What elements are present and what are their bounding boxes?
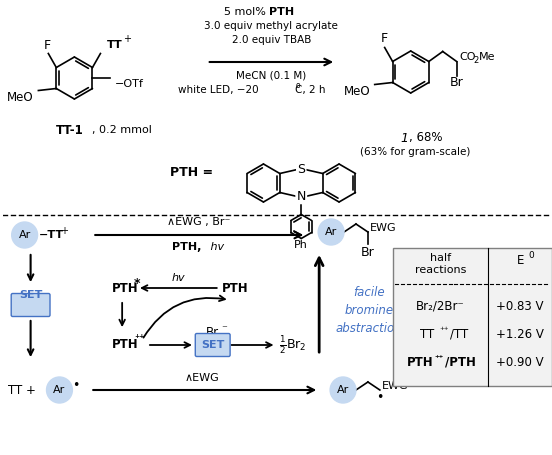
Text: +: +	[61, 226, 68, 236]
Text: PTH: PTH	[112, 282, 139, 294]
Text: PTH: PTH	[112, 339, 139, 352]
Text: ⁺⁺: ⁺⁺	[439, 325, 449, 334]
Text: /TT: /TT	[449, 328, 468, 340]
Text: C, 2 h: C, 2 h	[295, 85, 326, 95]
Text: +1.26 V: +1.26 V	[496, 328, 544, 340]
Text: Br: Br	[361, 246, 375, 258]
Text: Br: Br	[206, 327, 219, 339]
Circle shape	[318, 219, 344, 245]
Text: Br₂/2Br⁻: Br₂/2Br⁻	[416, 299, 465, 313]
Text: Ar: Ar	[19, 230, 31, 240]
FancyBboxPatch shape	[393, 248, 552, 386]
Text: *: *	[134, 277, 141, 289]
Text: EWG: EWG	[370, 223, 396, 233]
Text: +: +	[123, 35, 131, 45]
Text: EWG: EWG	[382, 381, 408, 391]
Text: +0.83 V: +0.83 V	[496, 299, 544, 313]
Text: hv: hv	[172, 273, 185, 283]
Text: , 68%: , 68%	[408, 131, 442, 145]
Text: +0.90 V: +0.90 V	[496, 355, 544, 369]
Text: $\frac{1}{2}$Br$_2$: $\frac{1}{2}$Br$_2$	[279, 334, 307, 356]
Text: 3.0 equiv methyl acrylate: 3.0 equiv methyl acrylate	[204, 21, 338, 31]
Text: −OTf: −OTf	[114, 79, 144, 89]
Text: −TT: −TT	[39, 230, 63, 240]
Text: MeO: MeO	[7, 91, 34, 104]
Text: E: E	[517, 254, 524, 268]
Text: •: •	[72, 379, 80, 393]
FancyBboxPatch shape	[195, 334, 230, 357]
Text: TT: TT	[107, 40, 122, 51]
Text: TT +: TT +	[8, 384, 39, 396]
Text: Ph: Ph	[294, 241, 308, 251]
Text: Ar: Ar	[325, 227, 337, 237]
Text: 1: 1	[401, 131, 408, 145]
Text: •: •	[376, 391, 384, 404]
Text: white LED, −20: white LED, −20	[178, 85, 262, 95]
Text: SET: SET	[201, 340, 224, 350]
Text: o: o	[295, 81, 300, 90]
Text: TT-1: TT-1	[56, 123, 83, 136]
Circle shape	[12, 222, 38, 248]
Text: TT: TT	[421, 328, 435, 340]
Text: Ar: Ar	[337, 385, 349, 395]
Text: PTH: PTH	[222, 282, 248, 294]
Text: 0: 0	[528, 252, 534, 261]
Text: CO: CO	[460, 51, 476, 61]
Text: Me: Me	[479, 51, 495, 61]
Text: S: S	[298, 163, 305, 176]
Circle shape	[46, 377, 72, 403]
Text: ⁻: ⁻	[222, 324, 227, 334]
Text: 2: 2	[474, 56, 479, 65]
Text: 5 mol%: 5 mol%	[224, 7, 269, 17]
Text: MeCN (0.1 M): MeCN (0.1 M)	[236, 71, 306, 81]
Text: SET: SET	[19, 290, 43, 300]
Text: (63% for gram-scale): (63% for gram-scale)	[360, 147, 471, 157]
Text: ⁺⁺: ⁺⁺	[434, 354, 444, 363]
Text: ∧EWG: ∧EWG	[184, 373, 219, 383]
Text: PTH,: PTH,	[172, 242, 201, 252]
Text: MeO: MeO	[344, 85, 371, 98]
Text: , 0.2 mmol: , 0.2 mmol	[92, 125, 152, 135]
Text: Ar: Ar	[54, 385, 66, 395]
FancyBboxPatch shape	[11, 293, 50, 317]
Text: N: N	[296, 190, 306, 203]
Text: ∧EWG , Br⁻: ∧EWG , Br⁻	[167, 217, 230, 227]
Text: PTH: PTH	[269, 7, 295, 17]
Text: /PTH: /PTH	[444, 355, 475, 369]
Text: half
reactions: half reactions	[415, 253, 466, 275]
Text: Br: Br	[450, 76, 464, 89]
Text: PTH =: PTH =	[170, 166, 213, 178]
Text: hv: hv	[207, 242, 224, 252]
Text: ⁺⁺: ⁺⁺	[134, 334, 145, 344]
Text: F: F	[44, 39, 51, 52]
Text: 2.0 equiv TBAB: 2.0 equiv TBAB	[232, 35, 311, 45]
Text: PTH: PTH	[407, 355, 434, 369]
Text: facile
bromine
abstraction: facile bromine abstraction	[336, 285, 402, 334]
Circle shape	[330, 377, 356, 403]
Text: F: F	[381, 32, 388, 45]
